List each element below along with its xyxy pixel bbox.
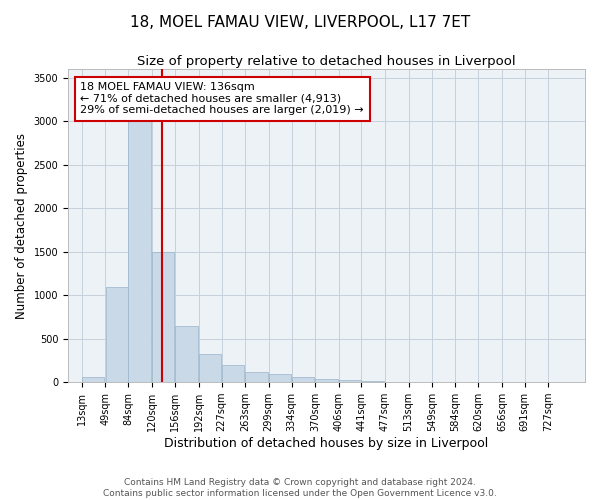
Bar xyxy=(245,372,268,382)
Bar xyxy=(175,326,198,382)
Bar xyxy=(152,252,175,382)
X-axis label: Distribution of detached houses by size in Liverpool: Distribution of detached houses by size … xyxy=(164,437,488,450)
Bar xyxy=(339,380,361,382)
Bar xyxy=(222,365,244,382)
Bar xyxy=(292,378,314,382)
Bar xyxy=(362,381,384,382)
Bar xyxy=(316,379,338,382)
Text: 18 MOEL FAMAU VIEW: 136sqm
← 71% of detached houses are smaller (4,913)
29% of s: 18 MOEL FAMAU VIEW: 136sqm ← 71% of deta… xyxy=(80,82,364,116)
Bar xyxy=(199,354,221,382)
Text: 18, MOEL FAMAU VIEW, LIVERPOOL, L17 7ET: 18, MOEL FAMAU VIEW, LIVERPOOL, L17 7ET xyxy=(130,15,470,30)
Bar xyxy=(106,286,128,382)
Bar xyxy=(269,374,292,382)
Text: Contains HM Land Registry data © Crown copyright and database right 2024.
Contai: Contains HM Land Registry data © Crown c… xyxy=(103,478,497,498)
Y-axis label: Number of detached properties: Number of detached properties xyxy=(15,132,28,318)
Bar xyxy=(128,117,151,382)
Title: Size of property relative to detached houses in Liverpool: Size of property relative to detached ho… xyxy=(137,55,516,68)
Bar xyxy=(82,378,104,382)
